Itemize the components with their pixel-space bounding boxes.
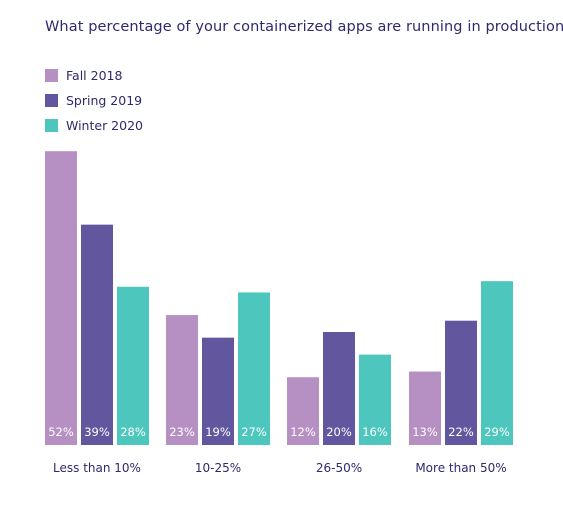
bar-value-label: 29% xyxy=(484,425,510,439)
bar-value-label: 28% xyxy=(120,425,146,439)
legend-item-spring-2019: Spring 2019 xyxy=(45,88,143,113)
bar-winter-2020-3 xyxy=(481,281,513,445)
bar-value-label: 19% xyxy=(205,425,231,439)
legend-swatch xyxy=(45,69,58,82)
chart-title: What percentage of your containerized ap… xyxy=(45,19,563,35)
category-label: 26-50% xyxy=(316,461,362,475)
bar-fall-2018-2 xyxy=(287,377,319,445)
legend-label: Fall 2018 xyxy=(66,68,123,83)
bar-value-label: 39% xyxy=(84,425,110,439)
category-label: More than 50% xyxy=(415,461,506,475)
bar-spring-2019-0 xyxy=(81,224,113,445)
bar-winter-2020-0 xyxy=(117,286,149,445)
bar-fall-2018-0 xyxy=(45,151,77,445)
legend-item-fall-2018: Fall 2018 xyxy=(45,63,143,88)
bar-value-label: 13% xyxy=(412,425,438,439)
bar-value-label: 12% xyxy=(290,425,316,439)
bar-spring-2019-1 xyxy=(202,337,234,445)
category-label: Less than 10% xyxy=(53,461,141,475)
legend-swatch xyxy=(45,119,58,132)
bar-fall-2018-3 xyxy=(409,371,441,445)
bar-spring-2019-2 xyxy=(323,332,355,445)
bar-value-label: 27% xyxy=(241,425,267,439)
bar-fall-2018-1 xyxy=(166,315,198,445)
bar-winter-2020-2 xyxy=(359,354,391,445)
bar-winter-2020-1 xyxy=(238,292,270,445)
bar-value-label: 16% xyxy=(362,425,388,439)
legend-swatch xyxy=(45,94,58,107)
bar-spring-2019-3 xyxy=(445,320,477,445)
bar-value-label: 20% xyxy=(326,425,352,439)
legend: Fall 2018 Spring 2019 Winter 2020 xyxy=(45,63,143,138)
category-label: 10-25% xyxy=(195,461,241,475)
legend-item-winter-2020: Winter 2020 xyxy=(45,113,143,138)
legend-label: Winter 2020 xyxy=(66,118,143,133)
legend-label: Spring 2019 xyxy=(66,93,143,108)
bar-value-label: 52% xyxy=(48,425,74,439)
bar-value-label: 22% xyxy=(448,425,474,439)
bar-value-label: 23% xyxy=(169,425,195,439)
